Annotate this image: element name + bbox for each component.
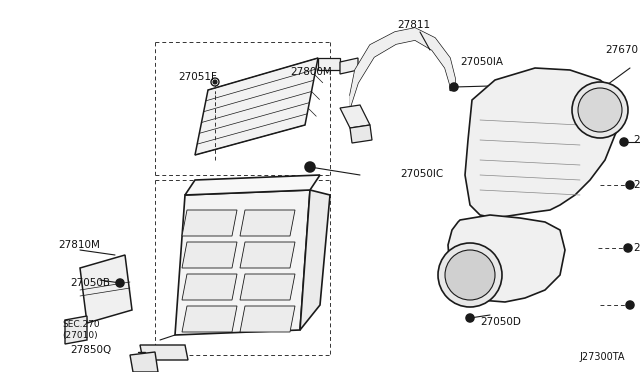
Polygon shape: [140, 345, 188, 360]
Polygon shape: [80, 255, 132, 323]
Text: 27050D: 27050D: [633, 135, 640, 145]
Circle shape: [572, 82, 628, 138]
Polygon shape: [182, 242, 237, 268]
Polygon shape: [240, 306, 295, 332]
Polygon shape: [340, 58, 358, 74]
Text: 27050IC: 27050IC: [400, 169, 444, 179]
Circle shape: [213, 80, 217, 84]
Polygon shape: [65, 316, 87, 344]
Text: 27050D: 27050D: [633, 243, 640, 253]
Circle shape: [450, 83, 458, 91]
Text: 27800M: 27800M: [290, 67, 332, 77]
Circle shape: [116, 279, 124, 287]
Polygon shape: [182, 274, 237, 300]
Polygon shape: [300, 190, 330, 330]
Polygon shape: [175, 190, 310, 335]
Polygon shape: [182, 306, 237, 332]
Text: 27051F: 27051F: [178, 72, 217, 82]
Polygon shape: [448, 215, 565, 302]
Text: 27811: 27811: [397, 20, 430, 30]
Circle shape: [466, 314, 474, 322]
Circle shape: [620, 138, 628, 146]
Text: 27850Q: 27850Q: [70, 345, 111, 355]
Polygon shape: [350, 125, 372, 143]
Circle shape: [626, 181, 634, 189]
Polygon shape: [240, 242, 295, 268]
Polygon shape: [185, 175, 320, 195]
Circle shape: [445, 250, 495, 300]
Circle shape: [626, 301, 634, 309]
Text: 27670: 27670: [605, 45, 638, 55]
Text: 27810M: 27810M: [58, 240, 100, 250]
Polygon shape: [240, 210, 295, 236]
Text: J27300TA: J27300TA: [579, 352, 625, 362]
Polygon shape: [195, 58, 318, 155]
Polygon shape: [318, 58, 340, 70]
Circle shape: [438, 243, 502, 307]
Circle shape: [624, 244, 632, 252]
Text: 27050D: 27050D: [633, 180, 640, 190]
Circle shape: [305, 162, 315, 172]
Polygon shape: [240, 274, 295, 300]
Circle shape: [211, 78, 219, 86]
Polygon shape: [182, 210, 237, 236]
Text: 27050B: 27050B: [70, 278, 110, 288]
Text: SEC.270
(27010): SEC.270 (27010): [62, 320, 100, 340]
Polygon shape: [350, 28, 455, 108]
Polygon shape: [465, 68, 625, 218]
Text: 27050IA: 27050IA: [460, 57, 503, 67]
Polygon shape: [130, 352, 158, 372]
Circle shape: [578, 88, 622, 132]
Polygon shape: [340, 105, 370, 128]
Text: 27050D: 27050D: [480, 317, 521, 327]
